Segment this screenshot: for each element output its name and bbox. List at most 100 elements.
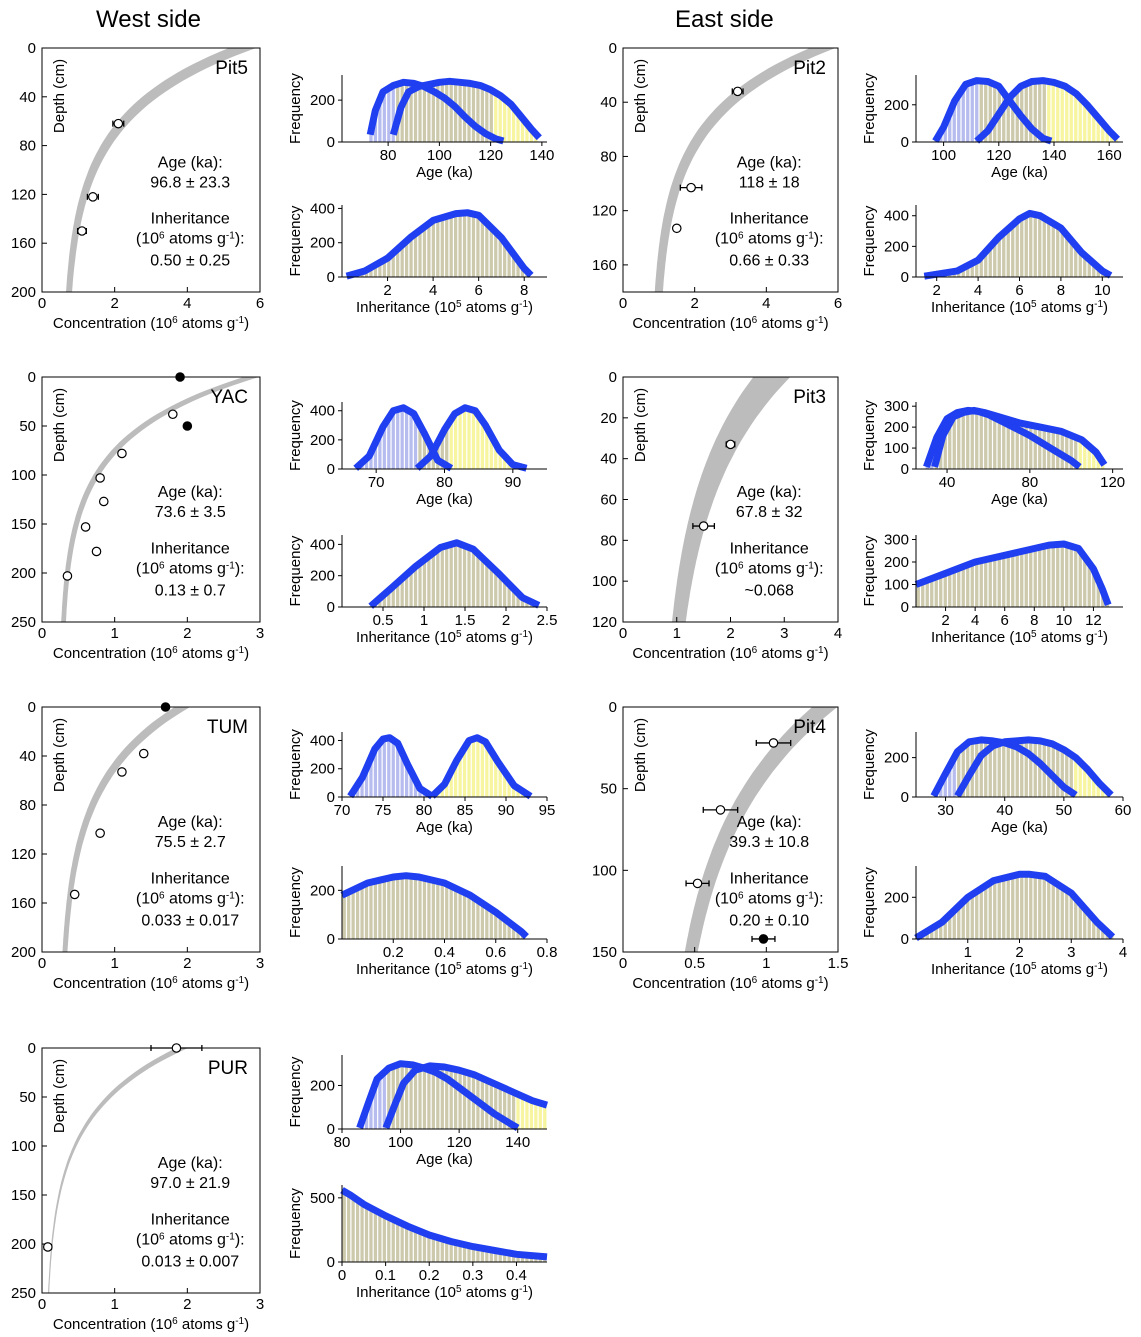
inheritance-value: 0.033 ± 0.017 (141, 912, 239, 929)
profile-frame (622, 706, 839, 953)
inheritance-hist-bar (387, 1218, 391, 1262)
age-hist-bar (511, 1093, 516, 1129)
age-hist-y-tick-label: 200 (310, 432, 335, 449)
age-hist-bar (476, 739, 480, 797)
inheritance-title: Inheritance (151, 870, 230, 887)
age-hist-bar (961, 747, 965, 797)
y-tick-label: 120 (592, 614, 617, 631)
y-tick-label: 60 (600, 492, 617, 509)
inheritance-hist-x-axis-label: Inheritance (105 atoms g-1) (356, 961, 533, 979)
age-hist-x-tick-label: 40 (996, 802, 1013, 819)
inheritance-hist-x-tick-label: 12 (1085, 612, 1102, 629)
inheritance-hist-x-tick-label: 6 (474, 282, 482, 299)
inheritance-value: 0.13 ± 0.7 (155, 582, 226, 599)
age-hist-bar (957, 751, 961, 797)
inheritance-hist-bar (961, 902, 965, 939)
age-hist-bar (957, 413, 961, 469)
inheritance-hist-bar (966, 898, 970, 939)
age-hist-bar (498, 451, 502, 469)
age-hist-x-tick-label: 120 (1100, 474, 1125, 491)
age-hist-bar (413, 85, 418, 142)
inheritance-hist-bar (373, 882, 378, 939)
inheritance-hist-bar (404, 575, 409, 607)
age-hist-bar (498, 765, 502, 797)
inheritance-hist-bar (1015, 553, 1019, 607)
inheritance-hist-bar (1083, 255, 1087, 277)
inheritance-hist-bar (422, 560, 427, 607)
x-tick-label: 0 (619, 295, 627, 312)
inheritance-hist-bar (520, 266, 525, 277)
inheritance-hist-bar (427, 1235, 431, 1262)
inheritance-hist-bar (984, 560, 988, 607)
age-hist-bar (391, 1067, 395, 1129)
inheritance-hist-bar (1024, 875, 1028, 939)
sample-point (98, 496, 109, 507)
x-axis-label: Concentration (106 atoms g-1) (53, 1316, 249, 1334)
inheritance-hist-bar (1074, 246, 1078, 277)
x-tick-label: 0 (38, 955, 46, 972)
inheritance-hist-bar (952, 910, 956, 939)
inheritance-hist-bar (934, 925, 938, 939)
x-tick-label: 2 (183, 955, 191, 972)
inheritance-title: Inheritance (730, 870, 809, 887)
y-tick-label: 200 (11, 1236, 36, 1253)
sample-point (69, 889, 80, 900)
age-hist-bar (984, 741, 988, 797)
inheritance-title: Inheritance (730, 540, 809, 557)
inheritance-hist-bar (1011, 877, 1015, 939)
age-hist-y-tick-label: 200 (884, 419, 909, 436)
age-title: Age (ka): (158, 484, 223, 501)
age-hist-x-tick-label: 90 (498, 802, 515, 819)
age-hist-bar (369, 131, 373, 142)
inheritance-hist-bar (467, 1246, 471, 1262)
age-hist-bar (966, 744, 970, 797)
inheritance-hist-x-axis-label: Inheritance (105 atoms g-1) (356, 1284, 533, 1302)
age-hist-bar (988, 741, 992, 797)
age-hist-bar (1038, 427, 1042, 469)
age-hist-bar (445, 1068, 449, 1129)
inheritance-hist-bar (1047, 221, 1051, 277)
age-hist-y-tick-label: 200 (310, 1077, 335, 1094)
age-hist-bar (1065, 88, 1069, 142)
profile-frame (41, 706, 261, 953)
inheritance-units: (106 atoms g-1): (715, 890, 824, 908)
age-hist-bar (418, 426, 422, 469)
age-hist-bar (1069, 755, 1073, 797)
inheritance-hist-x-tick-label: 4 (974, 282, 982, 299)
inheritance-hist-bar (988, 559, 992, 607)
inheritance-hist-y-axis-label: Frequency (287, 867, 304, 938)
inheritance-units: (106 atoms g-1): (136, 890, 245, 908)
inheritance-hist-bar (480, 1248, 485, 1262)
sample-point (168, 409, 178, 420)
sample-point (95, 473, 105, 483)
inheritance-hist-bar (498, 575, 502, 607)
age-hist-bar (462, 748, 467, 797)
age-hist-bar (369, 1096, 373, 1129)
inheritance-hist-bar (494, 232, 498, 277)
age-hist-y-tick-label: 0 (901, 789, 909, 806)
inheritance-hist-x-tick-label: 0.8 (537, 944, 558, 961)
age-hist-bar (449, 1069, 453, 1129)
age-hist-y-tick-label: 0 (327, 1121, 335, 1138)
inheritance-hist-bar (1069, 547, 1073, 607)
y-tick-label: 250 (11, 614, 36, 631)
inheritance-hist-bar (467, 214, 471, 277)
inheritance-hist-bar (516, 1254, 520, 1262)
inheritance-value: 0.66 ± 0.33 (729, 253, 809, 270)
inheritance-hist-bar (1092, 918, 1096, 939)
age-hist-bar (1083, 442, 1087, 469)
inheritance-hist-bar (516, 260, 520, 277)
inheritance-units: (106 atoms g-1): (136, 230, 245, 248)
age-hist-bar (1078, 98, 1082, 142)
inheritance-hist-bar (489, 228, 493, 277)
inheritance-value: 0.013 ± 0.007 (141, 1253, 239, 1270)
inheritance-hist-bar (1051, 882, 1055, 939)
y-tick-label: 250 (11, 1285, 36, 1302)
age-hist-bar (431, 1067, 435, 1129)
age-hist-bar (404, 763, 409, 797)
inheritance-hist-bar (445, 546, 449, 607)
inheritance-hist-bar (404, 1226, 409, 1262)
inheritance-hist-bar (440, 548, 444, 607)
age-hist-density-curve-2 (389, 77, 542, 141)
inheritance-hist-bar (431, 553, 435, 607)
